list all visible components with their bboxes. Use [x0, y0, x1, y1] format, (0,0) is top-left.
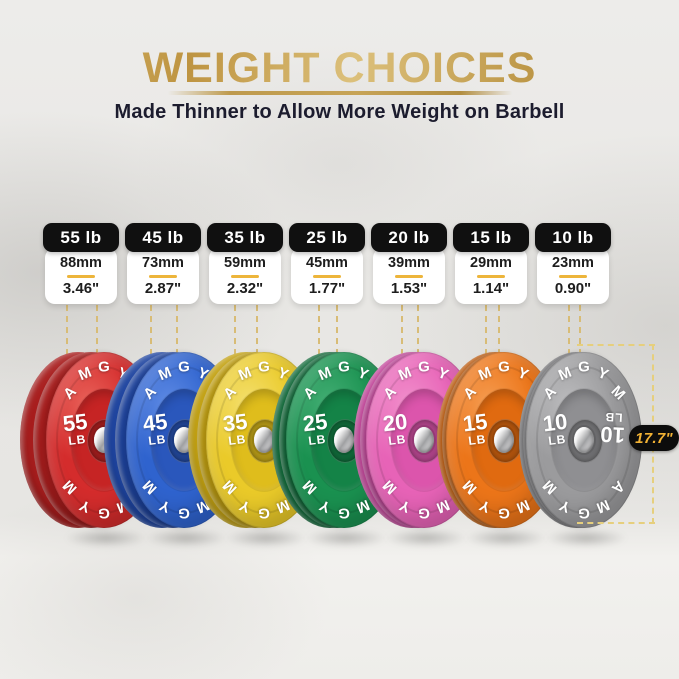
thickness-mm: 23mm [552, 255, 594, 271]
thickness-mm: 88mm [60, 255, 102, 271]
gold-divider [559, 274, 587, 278]
spec-card-35lb: 35 lb 59mm 2.32" [207, 223, 283, 305]
brand-letter: G [178, 358, 190, 376]
thickness-guide-line [497, 305, 500, 355]
brand-letter: G [98, 358, 110, 376]
thickness-guide-line [256, 305, 258, 355]
spec-weight-badge: 45 lb [125, 223, 201, 252]
plate-weight-label: 15 LB [455, 409, 497, 450]
gold-divider [67, 274, 95, 278]
thickness-guide-line [318, 305, 320, 355]
plate-weight-label: 25 LB [295, 409, 337, 450]
plate-weight-label: 55 LB [55, 409, 97, 450]
thickness-mm: 59mm [224, 255, 266, 271]
brand-letter: G [258, 504, 270, 522]
thickness-guide-line [336, 305, 338, 355]
spec-thickness: 59mm 2.32" [209, 248, 281, 305]
thickness-guide-line [66, 305, 68, 355]
page-title: WEIGHT CHOICES [0, 44, 679, 93]
thickness-guide-line [96, 305, 98, 355]
gold-divider [477, 274, 505, 278]
thickness-inches: 0.90" [554, 279, 592, 297]
brand-letter: G [418, 504, 430, 522]
spec-weight-badge: 20 lb [371, 223, 447, 252]
thickness-guide-line [484, 305, 487, 355]
diameter-badge: 17.7" [629, 425, 679, 451]
plate-weight-label: 45 LB [135, 409, 177, 450]
plate-floor-shadow [298, 527, 394, 549]
gold-divider [231, 274, 259, 278]
spec-card-55lb: 55 lb 88mm 3.46" [43, 223, 119, 305]
plate-center-hub [334, 427, 354, 453]
thickness-guide-line [578, 305, 581, 355]
spec-weight-badge: 15 lb [453, 223, 529, 252]
plate-floor-shadow [138, 527, 234, 549]
spec-card-25lb: 25 lb 45mm 1.77" [289, 223, 365, 305]
plate-center-hub [254, 427, 274, 453]
plate-hub-ring [567, 419, 603, 463]
diameter-dimension-line-top [577, 344, 655, 346]
thickness-guide-line [401, 305, 403, 355]
diameter-dimension-line-bottom [577, 522, 655, 524]
plate-center-hub [414, 427, 434, 453]
spec-weight-badge: 35 lb [207, 223, 283, 252]
gold-divider [313, 274, 341, 278]
thickness-guide-line [150, 305, 152, 355]
spec-weight-badge: 55 lb [43, 223, 119, 252]
title-underline [167, 91, 512, 95]
thickness-inches: 1.53" [390, 279, 428, 297]
plate-floor-shadow [538, 527, 634, 549]
spec-thickness: 23mm 0.90" [537, 248, 609, 305]
plate-floor-shadow [58, 527, 154, 549]
brand-letter: G [418, 358, 430, 376]
plate-weight-label: 20 LB [375, 409, 417, 450]
brand-letter: G [498, 358, 510, 376]
thickness-mm: 29mm [470, 255, 512, 271]
brand-letter: G [338, 358, 350, 376]
brand-letter: G [258, 358, 270, 376]
brand-letter: G [578, 504, 590, 522]
page-subtitle: Made Thinner to Allow More Weight on Bar… [114, 101, 565, 123]
thickness-guide-line [567, 305, 570, 355]
spec-weight-badge: 25 lb [289, 223, 365, 252]
thickness-mm: 39mm [388, 255, 430, 271]
brand-letter: G [578, 358, 590, 376]
thickness-guide-line [176, 305, 178, 355]
plate-weight-number: 10 [599, 421, 626, 448]
plate-floor-shadow [458, 527, 554, 549]
plate-weight-label-rotated: 10 LB [593, 409, 633, 448]
spec-thickness: 88mm 3.46" [45, 248, 117, 305]
spec-weight-badge: 10 lb [535, 223, 611, 252]
plate-center-hub [494, 427, 514, 453]
spec-card-20lb: 20 lb 39mm 1.53" [371, 223, 447, 305]
spec-thickness: 29mm 1.14" [455, 248, 527, 305]
thickness-inches: 2.87" [144, 279, 182, 297]
spec-thickness: 45mm 1.77" [291, 248, 363, 305]
spec-thickness: 39mm 1.53" [373, 248, 445, 305]
brand-letter: G [498, 504, 510, 522]
gold-divider [395, 274, 423, 278]
plate-center-hub [574, 427, 594, 453]
thickness-inches: 1.77" [308, 279, 346, 297]
plate-floor-shadow [218, 527, 314, 549]
thickness-inches: 1.14" [472, 279, 510, 297]
thickness-inches: 2.32" [226, 279, 264, 297]
spec-thickness: 73mm 2.87" [127, 248, 199, 305]
thickness-inches: 3.46" [62, 279, 100, 297]
gold-divider [149, 274, 177, 278]
brand-letter: G [338, 504, 350, 522]
plate-floor-shadow [378, 527, 474, 549]
spec-card-10lb: 10 lb 23mm 0.90" [535, 223, 611, 305]
plate-weight-label: 10 LB [535, 409, 577, 450]
thickness-mm: 73mm [142, 255, 184, 271]
spec-card-15lb: 15 lb 29mm 1.14" [453, 223, 529, 305]
thickness-guide-line [234, 305, 236, 355]
spec-card-45lb: 45 lb 73mm 2.87" [125, 223, 201, 305]
plate-weight-label: 35 LB [215, 409, 257, 450]
thickness-mm: 45mm [306, 255, 348, 271]
thickness-guide-line [417, 305, 419, 355]
